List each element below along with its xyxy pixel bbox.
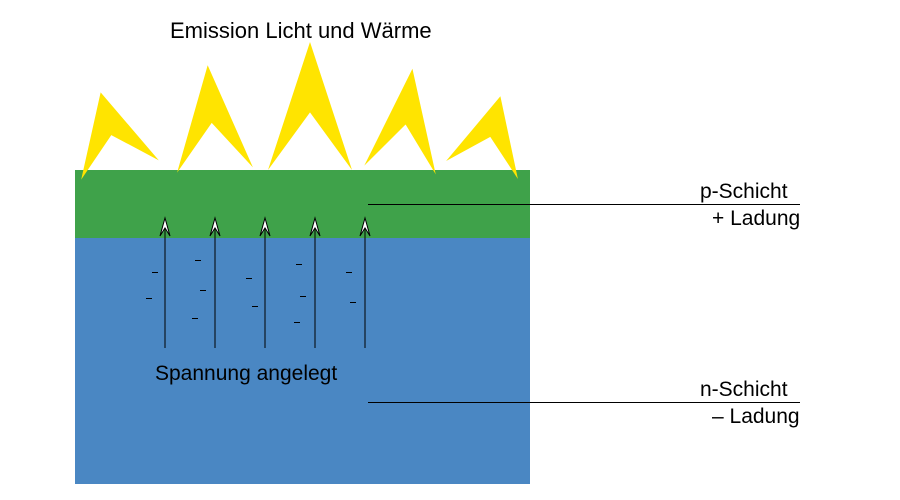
minus-icon <box>152 272 158 273</box>
minus-icon <box>192 318 198 319</box>
minus-icon <box>195 260 201 261</box>
minus-icon <box>200 290 206 291</box>
leader-line-n <box>368 402 800 403</box>
flare-icon <box>364 64 448 174</box>
p-layer-label: p-Schicht <box>700 180 788 204</box>
led-diagram: Emission Licht und Wärme Spannung angele… <box>0 0 900 500</box>
voltage-applied-label: Spannung angelegt <box>155 362 337 386</box>
p-charge-label: + Ladung <box>712 207 800 231</box>
up-arrow-icon <box>308 218 322 348</box>
minus-icon <box>346 272 352 273</box>
up-arrow-icon <box>158 218 172 348</box>
flare-icon <box>170 63 253 173</box>
flare-icon <box>62 83 159 180</box>
minus-icon <box>300 296 306 297</box>
minus-icon <box>350 302 356 303</box>
leader-line-p <box>368 204 800 205</box>
minus-icon <box>296 264 302 265</box>
n-layer <box>75 238 530 484</box>
up-arrow-icon <box>208 218 222 348</box>
minus-icon <box>146 298 152 299</box>
diagram-title: Emission Licht und Wärme <box>170 18 432 44</box>
n-layer-label: n-Schicht <box>700 378 788 402</box>
up-arrow-icon <box>258 218 272 348</box>
minus-icon <box>294 322 300 323</box>
flare-icon <box>268 42 352 170</box>
minus-icon <box>246 278 252 279</box>
up-arrow-icon <box>358 218 372 348</box>
n-charge-label: – Ladung <box>712 405 800 429</box>
flare-icon <box>446 87 536 179</box>
minus-icon <box>252 306 258 307</box>
